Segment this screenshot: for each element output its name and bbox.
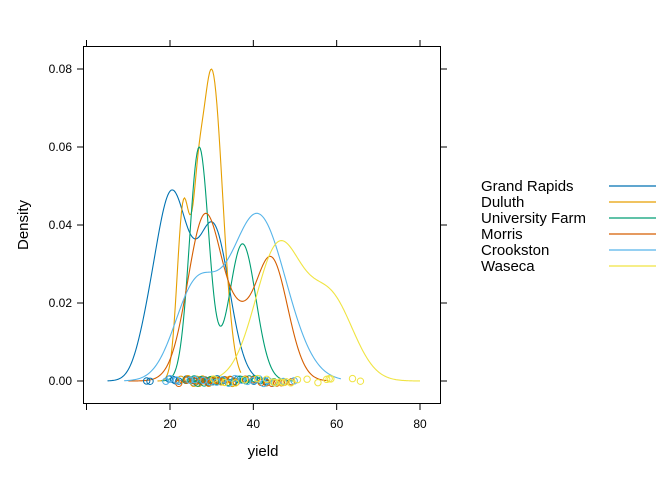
legend-item: Morris [481, 226, 656, 243]
density-curves [107, 68, 421, 382]
density-curve-waseca [194, 240, 421, 382]
rug-point [279, 378, 287, 387]
rug-points [142, 374, 365, 388]
rug-point [241, 375, 250, 383]
density-curve-duluth [157, 68, 242, 382]
rug-point [253, 374, 262, 383]
x-tick-label: 60 [330, 417, 344, 431]
density-curve-university-farm [161, 146, 296, 382]
rug-point [303, 375, 311, 383]
legend-label: Grand Rapids [481, 178, 574, 195]
rug-point [146, 377, 154, 385]
rug-point [196, 377, 205, 385]
x-tick-label: 80 [413, 417, 427, 431]
rug-point [231, 374, 239, 383]
legend-item: Grand Rapids [481, 178, 656, 195]
plot-frame [83, 46, 441, 404]
rug-point [142, 377, 151, 385]
rug-point [186, 376, 194, 384]
rug-point [210, 375, 218, 383]
rug-point [356, 377, 365, 385]
y-axis: 0.00 0.02 0.04 0.06 0.08 [49, 62, 447, 388]
x-tick-label: 20 [163, 417, 177, 431]
rug-point [314, 378, 322, 387]
rug-point [293, 375, 302, 384]
rug-point [287, 379, 295, 387]
y-tick-label: 0.00 [49, 374, 73, 388]
density-curve-grand-rapids [107, 189, 271, 382]
rug-point [170, 376, 178, 384]
y-tick-label: 0.04 [49, 218, 73, 232]
rug-point [327, 375, 335, 383]
rug-point [182, 376, 191, 384]
x-axis-title: yield [248, 443, 279, 460]
rug-point [262, 375, 271, 383]
plot-panel [83, 46, 441, 404]
legend-label: Duluth [481, 194, 524, 211]
rug-point [177, 375, 185, 384]
legend-label: Morris [481, 226, 523, 243]
rug-point [166, 374, 174, 383]
rug-point [172, 376, 181, 384]
rug-point [240, 376, 249, 384]
x-axis: 20 40 60 80 [86, 40, 427, 431]
y-axis-title: Density [15, 199, 32, 250]
legend-item: Waseca [481, 258, 656, 275]
legend-item: University Farm [481, 210, 656, 227]
rug-point [199, 376, 208, 385]
density-curve-morris [128, 212, 329, 382]
legend-item: Duluth [481, 194, 656, 211]
density-curve-crookston [124, 212, 341, 382]
y-tick-label: 0.08 [49, 62, 73, 76]
legend-label: University Farm [481, 210, 586, 227]
rug-point [191, 375, 199, 384]
x-tick-label: 40 [247, 417, 261, 431]
y-tick-label: 0.06 [49, 140, 73, 154]
rug-point [220, 378, 229, 387]
rug-point [348, 374, 357, 383]
rug-point [271, 379, 280, 387]
legend-label: Waseca [481, 258, 535, 275]
y-tick-label: 0.02 [49, 296, 73, 310]
rug-point [231, 379, 240, 387]
legend-label: Crookston [481, 242, 549, 259]
rug-point [282, 378, 290, 386]
legend-item: Crookston [481, 242, 656, 259]
